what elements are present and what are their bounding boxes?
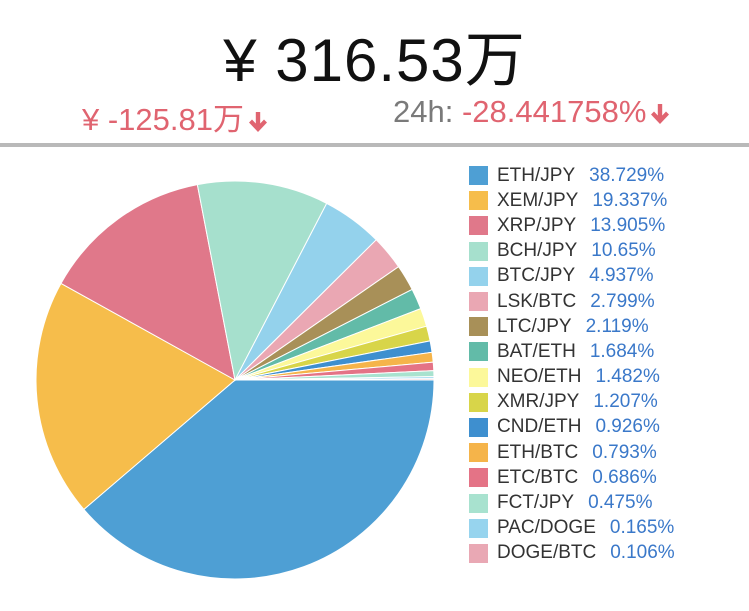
legend-item[interactable]: ETH/JPY 38.729%: [469, 163, 675, 188]
legend-swatch: [469, 518, 488, 538]
total-change-value: ¥ -125.81万: [82, 102, 244, 137]
portfolio-total: ¥ 316.53万: [223, 27, 526, 94]
legend-percent: 10.65%: [591, 240, 656, 262]
legend-label: DOGE/BTC: [497, 542, 597, 564]
change-24h: 24h: -28.441758%: [393, 94, 670, 130]
legend-label: ETH/BTC: [497, 441, 579, 463]
legend-swatch: [469, 292, 488, 312]
legend-item[interactable]: NEO/ETH 1.482%: [469, 365, 675, 390]
legend-item[interactable]: ETH/BTC 0.793%: [469, 440, 675, 465]
legend-item[interactable]: FCT/JPY 0.475%: [469, 490, 675, 515]
legend-percent: 4.937%: [589, 265, 654, 287]
legend-percent: 0.926%: [595, 416, 660, 438]
legend-swatch: [469, 468, 488, 488]
legend-label: LTC/JPY: [497, 315, 572, 337]
legend-percent: 0.686%: [592, 466, 657, 488]
legend-percent: 2.119%: [585, 315, 649, 337]
legend-label: LSK/BTC: [497, 290, 577, 312]
arrow-down-icon: [651, 103, 670, 124]
pie-chart: [35, 180, 435, 580]
legend-swatch: [469, 367, 488, 387]
legend-swatch: [469, 216, 488, 236]
legend-label: CND/ETH: [497, 416, 582, 438]
legend-swatch: [469, 342, 488, 362]
legend-percent: 13.905%: [590, 214, 666, 236]
legend-label: ETC/BTC: [497, 466, 579, 488]
legend-percent: 1.684%: [589, 340, 655, 362]
legend-label: XEM/JPY: [497, 189, 579, 211]
legend-item[interactable]: XRP/JPY 13.905%: [469, 213, 675, 238]
legend-swatch: [469, 543, 488, 563]
legend-label: PAC/DOGE: [497, 517, 596, 539]
change-24h-label: 24h:: [393, 94, 454, 129]
legend-item[interactable]: LTC/JPY 2.119%: [469, 314, 675, 339]
legend-percent: 19.337%: [592, 189, 668, 211]
legend-label: BCH/JPY: [497, 240, 578, 262]
legend-swatch: [469, 241, 488, 261]
pie-slice-doge-btc[interactable]: [234, 378, 435, 381]
pie-slice-xrp-jpy[interactable]: [60, 184, 236, 381]
legend-swatch: [469, 191, 488, 211]
legend-item[interactable]: DOGE/BTC 0.106%: [469, 541, 675, 566]
legend-label: NEO/ETH: [497, 366, 582, 388]
legend-item[interactable]: PAC/DOGE 0.165%: [469, 516, 675, 541]
legend-swatch: [469, 392, 488, 412]
legend-percent: 2.799%: [590, 290, 655, 312]
legend-item[interactable]: BAT/ETH 1.684%: [469, 339, 675, 364]
legend-item[interactable]: ETC/BTC 0.686%: [469, 465, 675, 490]
legend-item[interactable]: BCH/JPY 10.65%: [469, 239, 675, 264]
legend-label: XMR/JPY: [497, 391, 580, 413]
legend-swatch: [469, 266, 488, 286]
legend-swatch: [469, 443, 488, 463]
legend-item[interactable]: XMR/JPY 1.207%: [469, 390, 675, 415]
legend-label: ETH/JPY: [497, 164, 576, 186]
legend-swatch: [469, 317, 488, 337]
pie-slice-xem-jpy[interactable]: [35, 282, 236, 511]
legend-item[interactable]: XEM/JPY 19.337%: [469, 188, 675, 213]
arrow-down-icon: [249, 111, 267, 132]
legend-percent: 1.482%: [595, 366, 660, 388]
header-divider: [0, 143, 749, 147]
legend-swatch: [469, 417, 488, 437]
legend-item[interactable]: CND/ETH 0.926%: [469, 415, 675, 440]
legend-swatch: [469, 166, 488, 186]
legend-label: FCT/JPY: [497, 492, 575, 514]
legend-swatch: [469, 493, 488, 513]
legend-percent: 0.793%: [592, 441, 657, 463]
legend-item[interactable]: BTC/JPY 4.937%: [469, 264, 675, 289]
legend-label: XRP/JPY: [497, 214, 577, 236]
legend-item[interactable]: LSK/BTC 2.799%: [469, 289, 675, 314]
legend-label: BTC/JPY: [497, 265, 576, 287]
change-24h-percent: -28.441758%: [461, 94, 647, 129]
legend-label: BAT/ETH: [497, 340, 576, 362]
pie-slice-eth-jpy[interactable]: [83, 379, 435, 580]
legend-percent: 0.106%: [610, 542, 675, 564]
legend-percent: 0.475%: [588, 492, 653, 514]
total-change-amount: ¥ -125.81万: [82, 94, 268, 139]
legend-percent: 1.207%: [593, 391, 658, 413]
legend-percent: 38.729%: [589, 164, 665, 186]
chart-legend: ETH/JPY 38.729% XEM/JPY 19.337% XRP/JPY 13.90…: [469, 163, 675, 566]
pie-slice-bch-jpy[interactable]: [196, 180, 328, 382]
legend-percent: 0.165%: [609, 517, 675, 539]
